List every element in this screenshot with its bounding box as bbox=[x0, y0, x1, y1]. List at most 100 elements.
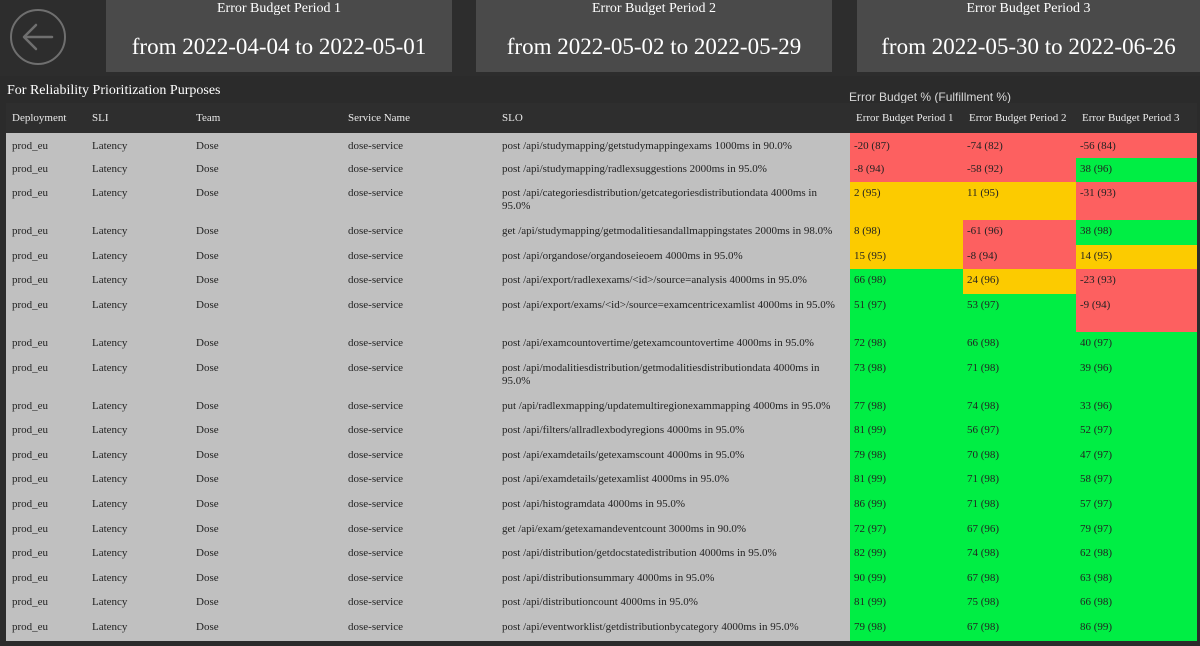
period-card-3[interactable]: Error Budget Period 3 from 2022-05-30 to… bbox=[857, 0, 1200, 72]
cell-deployment: prod_eu bbox=[6, 492, 86, 518]
table-row[interactable]: prod_eu Latency Dose dose-service post /api/… bbox=[6, 269, 1197, 294]
cell-error-budget-period-3: 79 (97) bbox=[1076, 517, 1197, 543]
table-row[interactable]: prod_eu Latency Dose dose-service post /api/… bbox=[6, 615, 1197, 641]
column-header-sli[interactable]: SLI bbox=[86, 103, 190, 133]
cell-error-budget-period-3: -31 (93) bbox=[1076, 182, 1197, 221]
table-header-row: Deployment SLI Team Service Name SLO Err… bbox=[6, 103, 1197, 133]
cell-deployment: prod_eu bbox=[6, 133, 86, 158]
cell-error-budget-period-2: -61 (96) bbox=[963, 220, 1076, 245]
table-row[interactable]: prod_eu Latency Dose dose-service post /api/… bbox=[6, 157, 1197, 183]
cell-team: Dose bbox=[190, 331, 342, 357]
cell-slo: post /api/distributionsummary 4000ms in … bbox=[496, 566, 850, 592]
table-row[interactable]: prod_eu Latency Dose dose-service post /api/… bbox=[6, 133, 1197, 158]
cell-slo: post /api/categoriesdistribution/getcate… bbox=[496, 182, 850, 221]
column-header-period-1[interactable]: Error Budget Period 1 bbox=[850, 103, 963, 133]
cell-slo: post /api/modalitiesdistribution/getmoda… bbox=[496, 356, 850, 395]
cell-deployment: prod_eu bbox=[6, 220, 86, 245]
cell-error-budget-period-1: -20 (87) bbox=[850, 133, 963, 158]
table-row[interactable]: prod_eu Latency Dose dose-service post /api/… bbox=[6, 331, 1197, 357]
period-range: from 2022-04-04 to 2022-05-01 bbox=[131, 34, 427, 59]
cell-service-name: dose-service bbox=[342, 419, 496, 444]
period-card-2[interactable]: Error Budget Period 2 from 2022-05-02 to… bbox=[476, 0, 832, 72]
column-header-deployment[interactable]: Deployment bbox=[6, 103, 86, 133]
cell-error-budget-period-1: 51 (97) bbox=[850, 293, 963, 332]
cell-slo: post /api/examdetails/getexamscount 4000… bbox=[496, 443, 850, 469]
cell-sli: Latency bbox=[86, 182, 190, 221]
table-row[interactable]: prod_eu Latency Dose dose-service post /api/… bbox=[6, 182, 1197, 221]
cell-error-budget-period-3: 14 (95) bbox=[1076, 244, 1197, 270]
cell-error-budget-period-1: 72 (97) bbox=[850, 517, 963, 543]
cell-team: Dose bbox=[190, 293, 342, 332]
table-row[interactable]: prod_eu Latency Dose dose-service put /api/r… bbox=[6, 394, 1197, 420]
cell-team: Dose bbox=[190, 492, 342, 518]
column-header-service-name[interactable]: Service Name bbox=[342, 103, 496, 133]
cell-sli: Latency bbox=[86, 468, 190, 493]
table-row[interactable]: prod_eu Latency Dose dose-service post /api/… bbox=[6, 443, 1197, 469]
cell-deployment: prod_eu bbox=[6, 331, 86, 357]
cell-error-budget-period-2: 67 (96) bbox=[963, 517, 1076, 543]
cell-error-budget-period-2: 74 (98) bbox=[963, 394, 1076, 420]
period-card-1[interactable]: Error Budget Period 1 from 2022-04-04 to… bbox=[106, 0, 452, 72]
cell-error-budget-period-1: 72 (98) bbox=[850, 331, 963, 357]
cell-deployment: prod_eu bbox=[6, 566, 86, 592]
table-row[interactable]: prod_eu Latency Dose dose-service post /api/… bbox=[6, 293, 1197, 332]
cell-error-budget-period-1: 86 (99) bbox=[850, 492, 963, 518]
cell-error-budget-period-1: 8 (98) bbox=[850, 220, 963, 245]
table-row[interactable]: prod_eu Latency Dose dose-service post /api/… bbox=[6, 468, 1197, 493]
cell-sli: Latency bbox=[86, 133, 190, 158]
table-row[interactable]: prod_eu Latency Dose dose-service get /api/s… bbox=[6, 220, 1197, 245]
cell-deployment: prod_eu bbox=[6, 443, 86, 469]
slo-table: Deployment SLI Team Service Name SLO Err… bbox=[6, 103, 1197, 641]
cell-sli: Latency bbox=[86, 566, 190, 592]
table-row[interactable]: prod_eu Latency Dose dose-service post /api/… bbox=[6, 419, 1197, 444]
period-title: Error Budget Period 3 bbox=[966, 1, 1091, 16]
cell-deployment: prod_eu bbox=[6, 615, 86, 641]
cell-error-budget-period-3: 52 (97) bbox=[1076, 419, 1197, 444]
cell-error-budget-period-2: 56 (97) bbox=[963, 419, 1076, 444]
arrow-left-icon bbox=[22, 23, 54, 51]
cell-error-budget-period-2: 66 (98) bbox=[963, 331, 1076, 357]
column-header-period-3[interactable]: Error Budget Period 3 bbox=[1076, 103, 1197, 133]
error-budget-group-label: Error Budget % (Fulfillment %) bbox=[849, 90, 1012, 104]
cell-error-budget-period-3: 33 (96) bbox=[1076, 394, 1197, 420]
back-button[interactable] bbox=[10, 9, 66, 65]
cell-error-budget-period-2: 67 (98) bbox=[963, 615, 1076, 641]
cell-error-budget-period-3: 66 (98) bbox=[1076, 591, 1197, 616]
cell-deployment: prod_eu bbox=[6, 394, 86, 420]
cell-sli: Latency bbox=[86, 269, 190, 294]
cell-service-name: dose-service bbox=[342, 591, 496, 616]
cell-sli: Latency bbox=[86, 517, 190, 543]
cell-service-name: dose-service bbox=[342, 157, 496, 183]
table-row[interactable]: prod_eu Latency Dose dose-service post /api/… bbox=[6, 356, 1197, 395]
cell-sli: Latency bbox=[86, 157, 190, 183]
cell-error-budget-period-3: 39 (96) bbox=[1076, 356, 1197, 395]
cell-error-budget-period-1: 81 (99) bbox=[850, 419, 963, 444]
column-header-team[interactable]: Team bbox=[190, 103, 342, 133]
cell-team: Dose bbox=[190, 133, 342, 158]
column-header-period-2[interactable]: Error Budget Period 2 bbox=[963, 103, 1076, 133]
table-row[interactable]: prod_eu Latency Dose dose-service post /api/… bbox=[6, 244, 1197, 270]
cell-error-budget-period-1: 81 (99) bbox=[850, 591, 963, 616]
cell-sli: Latency bbox=[86, 419, 190, 444]
slo-table-container[interactable]: Deployment SLI Team Service Name SLO Err… bbox=[6, 103, 1197, 646]
cell-slo: post /api/distribution/getdocstatedistri… bbox=[496, 542, 850, 567]
cell-error-budget-period-2: 24 (96) bbox=[963, 269, 1076, 294]
table-row[interactable]: prod_eu Latency Dose dose-service get /api/e… bbox=[6, 517, 1197, 543]
cell-service-name: dose-service bbox=[342, 468, 496, 493]
cell-deployment: prod_eu bbox=[6, 468, 86, 493]
cell-error-budget-period-3: 58 (97) bbox=[1076, 468, 1197, 493]
table-row[interactable]: prod_eu Latency Dose dose-service post /api/… bbox=[6, 566, 1197, 592]
cell-error-budget-period-1: 2 (95) bbox=[850, 182, 963, 221]
table-row[interactable]: prod_eu Latency Dose dose-service post /api/… bbox=[6, 492, 1197, 518]
cell-sli: Latency bbox=[86, 443, 190, 469]
cell-error-budget-period-3: 63 (98) bbox=[1076, 566, 1197, 592]
table-row[interactable]: prod_eu Latency Dose dose-service post /api/… bbox=[6, 542, 1197, 567]
cell-error-budget-period-1: 15 (95) bbox=[850, 244, 963, 270]
column-header-slo[interactable]: SLO bbox=[496, 103, 850, 133]
cell-team: Dose bbox=[190, 542, 342, 567]
table-row[interactable]: prod_eu Latency Dose dose-service post /api/… bbox=[6, 591, 1197, 616]
cell-sli: Latency bbox=[86, 591, 190, 616]
cell-slo: post /api/organdose/organdoseieoem 4000m… bbox=[496, 244, 850, 270]
cell-team: Dose bbox=[190, 517, 342, 543]
cell-service-name: dose-service bbox=[342, 394, 496, 420]
